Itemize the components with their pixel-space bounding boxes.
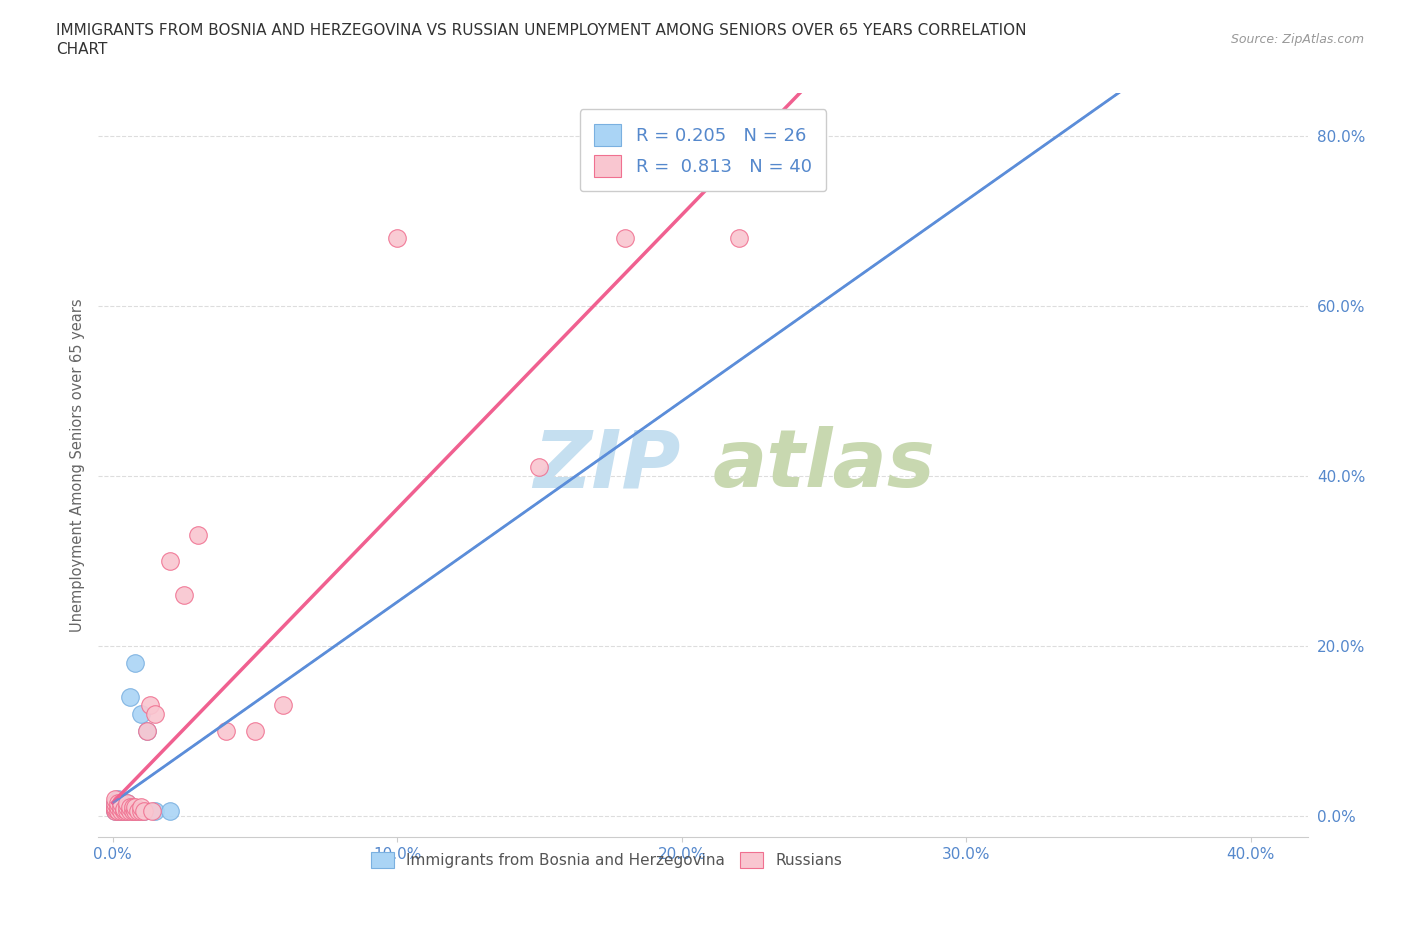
- Point: [112, 802, 135, 817]
- Point: [104, 795, 127, 810]
- Point: [273, 698, 295, 712]
- Point: [110, 800, 132, 815]
- Legend: Immigrants from Bosnia and Herzegovina, Russians: Immigrants from Bosnia and Herzegovina, …: [364, 845, 848, 874]
- Text: ZIP: ZIP: [533, 426, 681, 504]
- Point: [104, 800, 127, 815]
- Point: [110, 795, 132, 810]
- Point: [138, 698, 160, 712]
- Point: [115, 795, 138, 810]
- Point: [107, 804, 129, 819]
- Point: [159, 804, 181, 819]
- Point: [121, 804, 143, 819]
- Point: [127, 804, 149, 819]
- Point: [115, 800, 138, 815]
- Point: [143, 706, 166, 721]
- Point: [132, 804, 155, 819]
- Point: [243, 724, 266, 738]
- Point: [112, 804, 135, 819]
- Point: [187, 527, 209, 542]
- Text: CHART: CHART: [56, 42, 108, 57]
- Point: [129, 706, 152, 721]
- Point: [112, 802, 135, 817]
- Point: [129, 804, 152, 819]
- Point: [107, 800, 129, 815]
- Point: [118, 804, 141, 819]
- Point: [173, 587, 195, 602]
- Point: [727, 230, 749, 245]
- Point: [121, 800, 143, 815]
- Point: [107, 791, 129, 806]
- Point: [110, 804, 132, 819]
- Point: [104, 804, 127, 819]
- Point: [110, 795, 132, 810]
- Point: [132, 804, 155, 819]
- Point: [124, 656, 146, 671]
- Point: [159, 553, 181, 568]
- Point: [104, 800, 127, 815]
- Point: [110, 800, 132, 815]
- Point: [215, 724, 238, 738]
- Point: [127, 804, 149, 819]
- Point: [115, 804, 138, 819]
- Point: [104, 804, 127, 819]
- Point: [129, 800, 152, 815]
- Point: [104, 795, 127, 810]
- Point: [107, 804, 129, 819]
- Point: [143, 804, 166, 819]
- Point: [110, 804, 132, 819]
- Point: [124, 800, 146, 815]
- Point: [107, 795, 129, 810]
- Point: [104, 791, 127, 806]
- Point: [385, 230, 408, 245]
- Point: [135, 724, 157, 738]
- Point: [121, 804, 143, 819]
- Point: [104, 802, 127, 817]
- Point: [529, 459, 551, 474]
- Y-axis label: Unemployment Among Seniors over 65 years: Unemployment Among Seniors over 65 years: [69, 299, 84, 631]
- Point: [107, 802, 129, 817]
- Point: [107, 795, 129, 810]
- Point: [118, 800, 141, 815]
- Point: [115, 800, 138, 815]
- Point: [613, 230, 636, 245]
- Point: [124, 804, 146, 819]
- Point: [115, 795, 138, 810]
- Point: [107, 800, 129, 815]
- Point: [135, 724, 157, 738]
- Point: [112, 804, 135, 819]
- Point: [141, 804, 163, 819]
- Text: Source: ZipAtlas.com: Source: ZipAtlas.com: [1230, 33, 1364, 46]
- Text: IMMIGRANTS FROM BOSNIA AND HERZEGOVINA VS RUSSIAN UNEMPLOYMENT AMONG SENIORS OVE: IMMIGRANTS FROM BOSNIA AND HERZEGOVINA V…: [56, 23, 1026, 38]
- Point: [104, 802, 127, 817]
- Text: atlas: atlas: [713, 426, 935, 504]
- Point: [118, 689, 141, 704]
- Point: [115, 804, 138, 819]
